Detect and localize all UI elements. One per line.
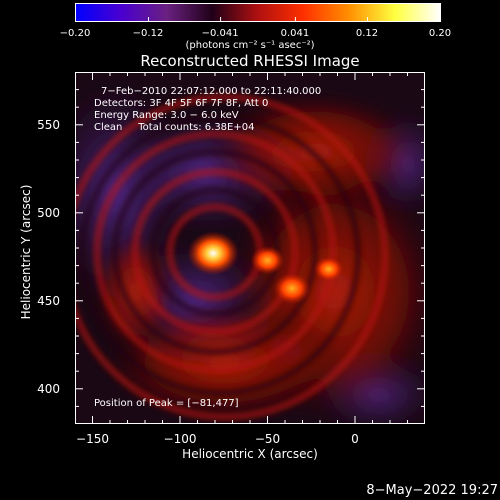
colorbar-tick-label: 0.041 <box>280 28 310 39</box>
emission-source <box>250 245 285 275</box>
heatmap-plot <box>75 72 425 424</box>
x-tick-label: 0 <box>351 432 359 446</box>
y-tick-label: 450 <box>37 293 60 308</box>
colorbar-units: (photons cm⁻² s⁻¹ asec⁻²) <box>185 40 315 51</box>
peak-source <box>187 231 240 276</box>
emission-source <box>313 256 344 283</box>
x-tick-label: −100 <box>163 432 197 446</box>
colorbar-tick-label: 0.20 <box>428 28 452 39</box>
colorbar-tick-label: −0.12 <box>132 28 164 39</box>
colorbar-tick-label: −0.20 <box>59 28 91 39</box>
x-tick-label: −150 <box>76 432 109 446</box>
peak-position: Position of Peak = [−81,477] <box>94 398 239 409</box>
x-axis-label: Heliocentric X (arcsec) <box>182 447 318 461</box>
annotation-detectors: Detectors: 3F 4F 5F 6F 7F 8F, Att 0 <box>94 98 269 109</box>
y-axis-label: Heliocentric Y (arcsec) <box>19 184 33 320</box>
colorbar <box>75 3 441 22</box>
chart-title: Reconstructed RHESSI Image <box>140 52 360 70</box>
colorbar-tick-label: −0.041 <box>201 28 239 39</box>
colorbar-tick-label: 0.12 <box>355 28 379 39</box>
emission-source <box>273 272 311 305</box>
y-tick-label: 550 <box>37 117 60 132</box>
y-tick-label: 500 <box>37 205 60 220</box>
annotation-energy: Energy Range: 3.0 − 6.0 keV <box>94 110 239 121</box>
y-tick-label: 400 <box>37 381 60 396</box>
x-tick-label: −50 <box>254 432 281 446</box>
annotation-time: 7−Feb−2010 22:07:12.000 to 22:11:40.000 <box>101 86 322 97</box>
plot-date: 8−May−2022 19:27 <box>366 483 498 498</box>
annotation-clean: Clean Total counts: 6.38E+04 <box>94 122 255 133</box>
